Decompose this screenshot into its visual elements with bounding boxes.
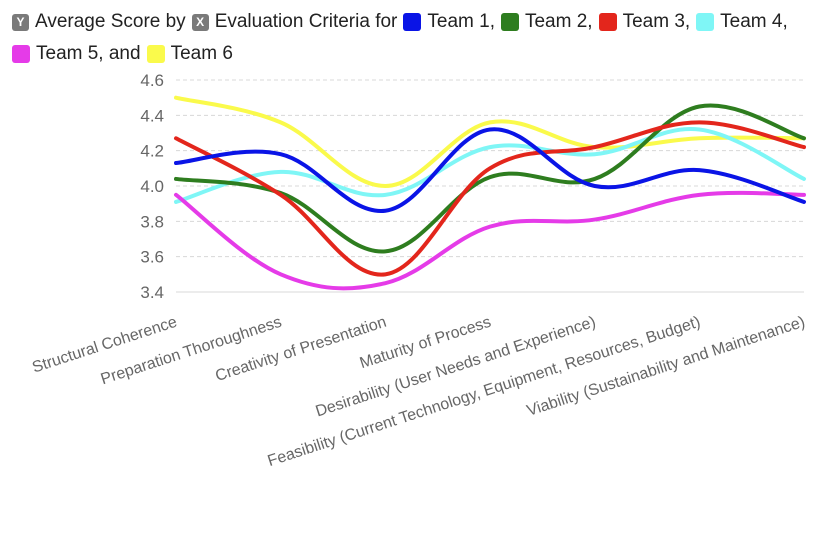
y-tick-label: 4.4 xyxy=(140,106,164,125)
legend-item-team-1[interactable]: Team 1, xyxy=(403,10,495,34)
legend-swatch-team-1 xyxy=(403,13,422,31)
legend-swatch-team-6 xyxy=(146,45,165,63)
legend-swatch-team-3 xyxy=(598,13,617,31)
series-line-team-3 xyxy=(174,120,806,277)
legend-item-team-2[interactable]: Team 2, xyxy=(500,10,593,34)
legend-label-team-3: Team 3, xyxy=(622,11,691,32)
series-line-team-2 xyxy=(174,103,806,254)
x-tick-label: Preparation Thoroughness xyxy=(99,314,284,389)
y-tick-label: 3.6 xyxy=(140,248,164,267)
legend-swatch-team-4 xyxy=(696,13,715,31)
legend-item-team-5[interactable]: Team 5, and xyxy=(12,42,141,66)
legend-title-part-2: Evaluation Criteria for xyxy=(214,11,398,32)
legend-label-team-5: Team 5, and xyxy=(36,43,141,64)
series-line-team-5 xyxy=(174,190,806,291)
series-line-team-1 xyxy=(174,127,806,213)
x-tick-label: Creativity of Presentation xyxy=(213,314,388,385)
legend-label-team-6: Team 6 xyxy=(170,43,233,64)
legend-title-part-1: Average Score by xyxy=(35,11,186,32)
y-tick-label: 3.8 xyxy=(140,212,164,231)
legend-swatch-team-5 xyxy=(12,45,30,63)
y-tick-label: 4.2 xyxy=(140,142,164,161)
x-axis-badge: X xyxy=(191,13,209,31)
series-line-team-4 xyxy=(174,126,806,204)
series-line-team-6 xyxy=(174,95,806,188)
y-tick-label: 3.4 xyxy=(140,283,164,302)
y-tick-label: 4.0 xyxy=(140,177,164,196)
legend-item-team-6[interactable]: Team 6 xyxy=(146,42,233,66)
legend-label-team-4: Team 4, xyxy=(720,11,788,32)
legend: Y Average Score by X Evaluation Criteria… xyxy=(12,10,824,66)
legend-item-team-4[interactable]: Team 4, xyxy=(696,10,788,34)
y-axis-badge: Y xyxy=(12,13,29,31)
legend-swatch-team-2 xyxy=(500,13,519,31)
y-tick-label: 4.6 xyxy=(140,71,164,90)
legend-label-team-2: Team 2, xyxy=(524,11,593,32)
legend-item-team-3[interactable]: Team 3, xyxy=(598,10,691,34)
legend-label-team-1: Team 1, xyxy=(427,11,495,32)
